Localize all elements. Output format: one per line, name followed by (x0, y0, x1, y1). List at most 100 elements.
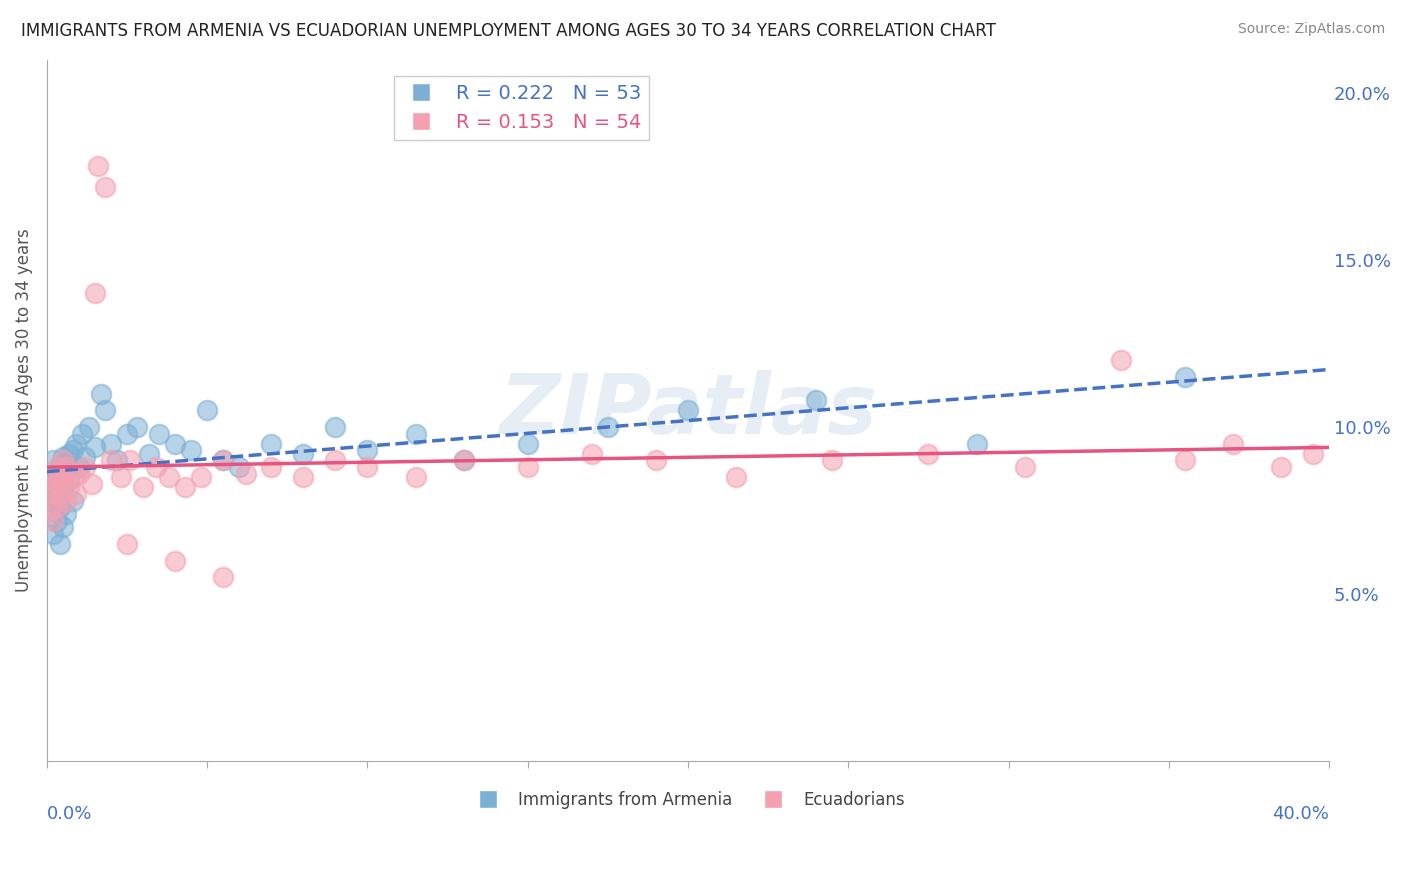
Point (42, 476, 65, 491)
Point (52, 453, 75, 467)
Point (62, 443, 84, 458)
Point (65, 436, 87, 450)
Point (966, 436, 988, 450)
Point (405, 470, 427, 484)
Point (42, 503, 65, 517)
Point (84, 440, 107, 454)
Point (100, 436, 122, 450)
Point (115, 426, 138, 441)
Point (195, 403, 218, 417)
Point (1174, 370, 1197, 384)
Point (65, 487, 87, 501)
Point (165, 554, 187, 568)
Point (45, 490, 67, 504)
Text: 0.0%: 0.0% (46, 805, 93, 823)
Point (55, 457, 77, 471)
Point (120, 453, 142, 467)
Point (90, 386, 112, 401)
Point (132, 480, 155, 494)
Point (52, 450, 75, 464)
Point (148, 426, 170, 441)
Point (100, 453, 122, 467)
Point (1174, 453, 1197, 467)
Point (39, 480, 62, 494)
Text: ZIPatlas: ZIPatlas (499, 370, 877, 450)
Point (356, 443, 378, 458)
Point (42, 514, 65, 528)
Point (87, 160, 110, 174)
Point (45, 476, 67, 491)
Point (516, 460, 538, 475)
Point (821, 453, 844, 467)
Point (42, 453, 65, 467)
Point (48, 490, 70, 504)
Point (110, 470, 132, 484)
Point (292, 470, 315, 484)
Point (55, 493, 77, 508)
Point (325, 453, 347, 467)
Legend: Immigrants from Armenia, Ecuadorians: Immigrants from Armenia, Ecuadorians (464, 784, 911, 816)
Point (1014, 460, 1036, 475)
Point (1109, 353, 1132, 368)
Point (52, 480, 75, 494)
Point (173, 480, 195, 494)
Point (80, 476, 103, 491)
Point (70, 426, 93, 441)
Point (228, 460, 250, 475)
Point (212, 453, 235, 467)
Point (77, 420, 100, 434)
Text: IMMIGRANTS FROM ARMENIA VS ECUADORIAN UNEMPLOYMENT AMONG AGES 30 TO 34 YEARS COR: IMMIGRANTS FROM ARMENIA VS ECUADORIAN UN… (21, 22, 995, 40)
Point (596, 420, 619, 434)
Point (405, 426, 427, 441)
Point (45, 460, 67, 475)
Point (292, 447, 315, 461)
Point (676, 403, 699, 417)
Point (138, 447, 160, 461)
Point (107, 453, 129, 467)
Point (84, 286, 107, 301)
Point (212, 570, 235, 584)
Point (75, 450, 97, 464)
Point (45, 500, 67, 515)
Point (125, 420, 148, 434)
Point (93, 179, 115, 194)
Point (1302, 447, 1324, 461)
Point (39, 470, 62, 484)
Point (48, 537, 70, 551)
Point (39, 480, 62, 494)
Point (52, 474, 75, 488)
Point (48, 467, 70, 481)
Point (145, 460, 167, 475)
Point (356, 460, 378, 475)
Point (1222, 436, 1244, 450)
Point (52, 520, 75, 534)
Point (325, 420, 347, 434)
Point (725, 470, 748, 484)
Y-axis label: Unemployment Among Ages 30 to 34 years: Unemployment Among Ages 30 to 34 years (15, 228, 32, 592)
Point (42, 527, 65, 541)
Point (115, 537, 138, 551)
Point (67, 467, 90, 481)
Point (39, 503, 62, 517)
Point (190, 470, 212, 484)
Point (581, 447, 603, 461)
Point (45, 467, 67, 481)
Point (58, 480, 80, 494)
Point (55, 460, 77, 475)
Point (917, 447, 939, 461)
Point (67, 460, 90, 475)
Point (260, 436, 283, 450)
Point (93, 403, 115, 417)
Point (45, 514, 67, 528)
Point (235, 467, 257, 481)
Point (453, 453, 475, 467)
Point (39, 493, 62, 508)
Point (75, 460, 97, 475)
Point (157, 470, 180, 484)
Point (260, 460, 283, 475)
Point (453, 453, 475, 467)
Point (806, 393, 828, 408)
Point (48, 500, 70, 515)
Text: 40.0%: 40.0% (1272, 805, 1329, 823)
Text: Source: ZipAtlas.com: Source: ZipAtlas.com (1237, 22, 1385, 37)
